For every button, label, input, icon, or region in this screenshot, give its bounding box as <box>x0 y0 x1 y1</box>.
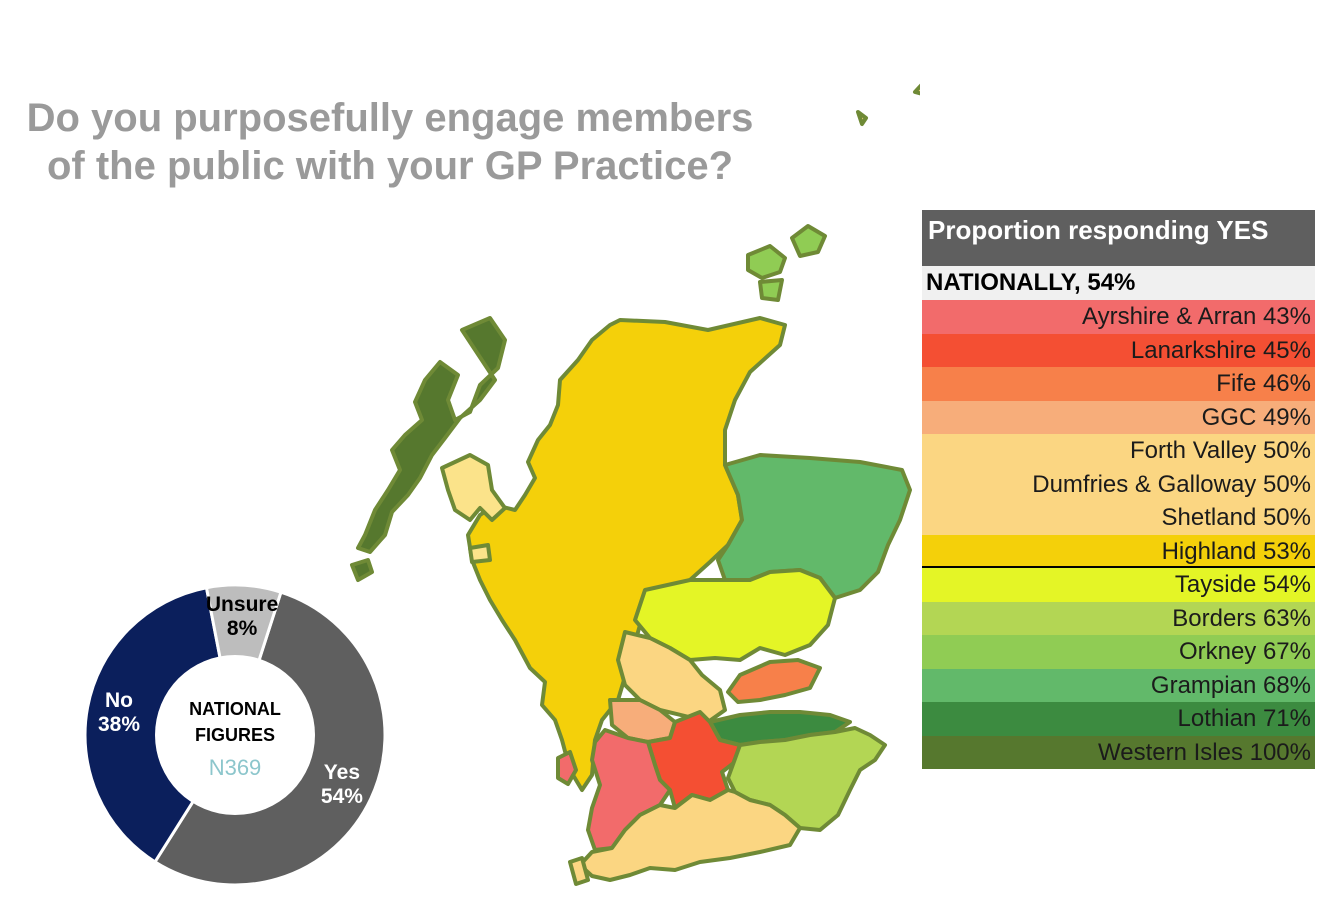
donut-label-yes-value: 54% <box>321 785 363 808</box>
chart-title: Do you purposefully engage members of th… <box>26 96 754 188</box>
legend-rows: Ayrshire & Arran 43% Lanarkshire 45% Fife … <box>922 300 1315 769</box>
legend-row: Lanarkshire 45% <box>922 333 1315 367</box>
legend-row: Forth Valley 50% <box>922 434 1315 468</box>
region-orkney-south <box>758 278 784 302</box>
donut-label-no-value: 38% <box>98 713 140 736</box>
region-highland-isle <box>468 543 492 564</box>
donut-hole <box>155 655 315 815</box>
donut-label-unsure-value: 8% <box>227 617 258 640</box>
region-western-isles-south <box>350 558 374 582</box>
center-label-line2: FIGURES <box>195 725 275 745</box>
legend-national: NATIONALLY, 54% <box>922 266 1315 300</box>
legend-row: GGC 49% <box>922 400 1315 434</box>
sample-size-label: N369 <box>209 755 262 780</box>
center-label-line1: NATIONAL <box>189 699 281 719</box>
legend-panel: Proportion responding YES NATIONALLY, 54… <box>922 210 1315 769</box>
legend-row: Western Isles 100% <box>922 735 1315 769</box>
scotland-map <box>350 83 920 886</box>
region-shetland-islet <box>856 110 868 126</box>
legend-row: Dumfries & Galloway 50% <box>922 467 1315 501</box>
region-western-isles <box>356 316 507 554</box>
legend-row: Orkney 67% <box>922 635 1315 669</box>
region-orkney-islet <box>790 224 827 258</box>
region-dumfries-galloway <box>578 788 802 882</box>
region-highland-skye <box>440 453 507 522</box>
region-highland <box>466 316 787 792</box>
legend-row: Ayrshire & Arran 43% <box>922 300 1315 334</box>
donut-label-yes-name: Yes <box>324 761 360 784</box>
legend-row: Highland 53% <box>922 534 1315 568</box>
region-orkney <box>746 244 787 280</box>
region-dumfries-galloway-tip <box>568 856 590 886</box>
legend-row: Grampian 68% <box>922 668 1315 702</box>
legend-row: Fife 46% <box>922 367 1315 401</box>
region-arran <box>556 750 578 786</box>
region-forth-valley <box>616 630 727 724</box>
donut-label-no-name: No <box>105 689 133 712</box>
legend-header: Proportion responding YES <box>922 210 1315 266</box>
donut-label-unsure-name: Unsure <box>206 593 278 616</box>
legend-row: Lothian 71% <box>922 702 1315 736</box>
legend-row: Borders 63% <box>922 601 1315 635</box>
legend-row: Tayside 54% <box>922 568 1315 602</box>
region-shetland <box>913 83 920 96</box>
legend-row: Shetland 50% <box>922 501 1315 535</box>
region-fife <box>726 658 822 704</box>
